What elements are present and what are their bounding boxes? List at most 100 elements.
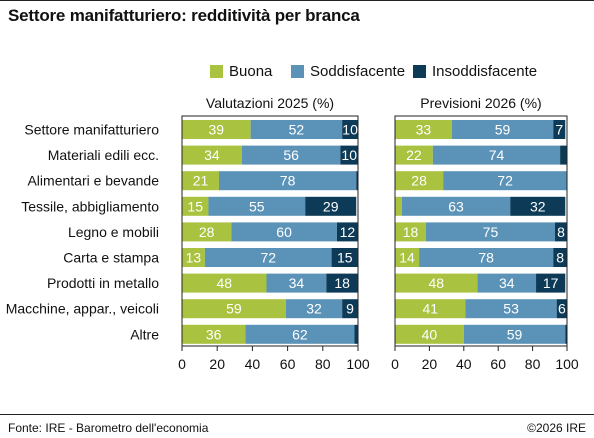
data-label-2026-altre-buona: 40 xyxy=(422,326,438,342)
bar-2026-settore-manifatturiero-buona xyxy=(395,120,452,139)
bar-2026-altre-insoddisfacente xyxy=(565,324,567,344)
copyright-note: ©2026 IRE xyxy=(527,421,586,435)
data-label-2025-settore-manifatturiero-buona: 39 xyxy=(209,122,225,138)
data-label-2026-settore-manifatturiero-insoddisfacente: 7 xyxy=(555,122,563,138)
data-label-2026-carta-e-stampa-soddisfacente: 78 xyxy=(478,250,494,266)
bar-2025-prodotti-in-metallo-insoddisfacente xyxy=(326,273,358,293)
bar-2025-alimentari-e-bevande-buona xyxy=(182,171,219,191)
bar-2026-carta-e-stampa-soddisfacente xyxy=(419,248,554,267)
data-label-2025-materiali-edili-ecc-insoddisfacente: 10 xyxy=(341,147,357,163)
data-label-2025-carta-e-stampa-insoddisfacente: 15 xyxy=(337,250,353,266)
legend-item-buona: Buona xyxy=(210,63,272,80)
bar-2025-settore-manifatturiero-buona xyxy=(182,120,251,139)
bar-2025-altre-insoddisfacente xyxy=(354,324,358,344)
bar-2026-carta-e-stampa-insoddisfacente xyxy=(553,248,567,267)
x-tick-label-2026-100: 100 xyxy=(555,356,579,372)
data-label-2025-legno-e-mobili-soddisfacente: 60 xyxy=(276,224,292,240)
bar-2026-materiali-edili-ecc-buona xyxy=(395,145,433,165)
data-label-2026-legno-e-mobili-insoddisfacente: 8 xyxy=(557,224,565,240)
data-label-2026-macchine-appar-veicoli-soddisfacente: 53 xyxy=(503,301,519,317)
chart-title: Settore manifatturiero: redditività per … xyxy=(8,6,360,25)
bar-2025-settore-manifatturiero-soddisfacente xyxy=(250,120,343,139)
data-label-2025-tessile-abbigliamento-buona: 15 xyxy=(187,198,203,214)
bar-2025-carta-e-stampa-buona xyxy=(182,248,205,267)
bar-2025-alimentari-e-bevande-soddisfacente xyxy=(218,171,357,191)
x-tick-label-2025-40: 40 xyxy=(245,356,261,372)
data-label-2025-prodotti-in-metallo-insoddisfacente: 18 xyxy=(334,275,350,291)
data-label-2026-legno-e-mobili-buona: 18 xyxy=(403,224,419,240)
bar-2026-legno-e-mobili-insoddisfacente xyxy=(554,222,567,242)
stacked-bar-chart: Settore manifatturiero Materiali edili ec… xyxy=(6,115,579,372)
bar-2026-prodotti-in-metallo-insoddisfacente xyxy=(536,273,566,293)
source-note: Fonte: IRE - Barometro dell'economia xyxy=(8,421,209,435)
data-label-2025-altre-soddisfacente: 62 xyxy=(292,326,308,342)
legend-item-insoddisfacente: Insoddisfacente xyxy=(413,63,537,80)
data-label-2025-materiali-edili-ecc-buona: 34 xyxy=(204,147,220,163)
top-rule xyxy=(0,0,594,1)
bar-2026-settore-manifatturiero-soddisfacente xyxy=(451,120,554,139)
data-label-2025-altre-buona: 36 xyxy=(206,326,222,342)
legend-swatch-buona xyxy=(210,65,223,78)
panel-frame-2025 xyxy=(181,115,359,347)
category-label-settore-manifatturiero: Settore manifatturiero xyxy=(24,122,159,138)
x-tick-label-2026-60: 60 xyxy=(490,356,506,372)
bar-2025-macchine-appar-veicoli-insoddisfacente xyxy=(342,299,358,319)
bar-2025-macchine-appar-veicoli-buona xyxy=(182,299,286,319)
data-label-2026-prodotti-in-metallo-buona: 48 xyxy=(428,275,444,291)
category-label-materiali-edili-ecc: Materiali edili ecc. xyxy=(48,147,159,163)
data-label-2026-materiali-edili-ecc-buona: 22 xyxy=(406,147,422,163)
data-label-2025-settore-manifatturiero-soddisfacente: 52 xyxy=(289,122,305,138)
legend: Buona Soddisfacente Insoddisfacente xyxy=(0,63,594,81)
data-label-2026-alimentari-e-bevande-soddisfacente: 72 xyxy=(497,173,513,189)
x-tick-label-2025-0: 0 xyxy=(178,356,186,372)
data-label-2026-settore-manifatturiero-soddisfacente: 59 xyxy=(495,122,511,138)
bar-2025-prodotti-in-metallo-buona xyxy=(182,273,267,293)
data-label-2026-carta-e-stampa-insoddisfacente: 8 xyxy=(556,250,564,266)
legend-label-soddisfacente: Soddisfacente xyxy=(310,63,406,80)
bar-2026-prodotti-in-metallo-soddisfacente xyxy=(477,273,537,293)
category-label-macchine-appar-veicoli: Macchine, appar., veicoli xyxy=(6,301,159,317)
bar-2026-materiali-edili-ecc-soddisfacente xyxy=(432,145,561,165)
category-label-altre: Altre xyxy=(130,326,159,342)
x-tick-label-2026-80: 80 xyxy=(525,356,541,372)
bar-2026-macchine-appar-veicoli-insoddisfacente xyxy=(556,299,567,319)
data-label-2025-prodotti-in-metallo-buona: 48 xyxy=(216,275,232,291)
category-label-prodotti-in-metallo: Prodotti in metallo xyxy=(47,275,159,291)
data-label-2025-macchine-appar-veicoli-soddisfacente: 32 xyxy=(306,301,322,317)
data-label-2025-carta-e-stampa-soddisfacente: 72 xyxy=(260,250,276,266)
category-label-alimentari-e-bevande: Alimentari e bevande xyxy=(27,173,159,189)
bar-2025-legno-e-mobili-insoddisfacente xyxy=(336,222,358,242)
data-label-2025-materiali-edili-ecc-soddisfacente: 56 xyxy=(283,147,299,163)
bar-2026-tessile-abbigliamento-insoddisfacente xyxy=(510,196,566,216)
legend-label-buona: Buona xyxy=(229,63,273,80)
data-label-2025-alimentari-e-bevande-buona: 21 xyxy=(193,173,209,189)
bar-2025-tessile-abbigliamento-insoddisfacente xyxy=(305,196,357,216)
data-label-2025-legno-e-mobili-insoddisfacente: 12 xyxy=(340,224,356,240)
legend-item-soddisfacente: Soddisfacente xyxy=(291,63,405,80)
x-tick-label-2025-80: 80 xyxy=(315,356,331,372)
bar-2026-macchine-appar-veicoli-soddisfacente xyxy=(465,299,557,319)
category-label-carta-e-stampa: Carta e stampa xyxy=(63,250,159,266)
bar-2025-materiali-edili-ecc-insoddisfacente xyxy=(340,145,358,165)
bar-2026-carta-e-stampa-buona xyxy=(395,248,420,267)
bar-2026-legno-e-mobili-buona xyxy=(395,222,426,242)
x-tick-label-2026-20: 20 xyxy=(422,356,438,372)
x-tick-label-2026-40: 40 xyxy=(456,356,472,372)
bar-2025-carta-e-stampa-insoddisfacente xyxy=(331,248,358,267)
data-label-2026-carta-e-stampa-buona: 14 xyxy=(399,250,415,266)
bar-2025-alimentari-e-bevande-insoddisfacente xyxy=(356,171,358,191)
data-label-2025-prodotti-in-metallo-soddisfacente: 34 xyxy=(289,275,305,291)
bar-2026-altre-buona xyxy=(395,324,464,344)
legend-swatch-insoddisfacente xyxy=(413,65,426,78)
bar-2026-alimentari-e-bevande-soddisfacente xyxy=(443,171,567,191)
data-label-2026-prodotti-in-metallo-insoddisfacente: 17 xyxy=(543,275,559,291)
data-label-2025-alimentari-e-bevande-soddisfacente: 78 xyxy=(280,173,296,189)
bar-2025-tessile-abbigliamento-buona xyxy=(182,196,209,216)
legend-swatch-soddisfacente xyxy=(291,65,304,78)
bar-2025-settore-manifatturiero-insoddisfacente xyxy=(342,120,358,139)
data-label-2025-legno-e-mobili-buona: 28 xyxy=(199,224,215,240)
x-tick-label-2025-100: 100 xyxy=(346,356,370,372)
bar-2025-macchine-appar-veicoli-soddisfacente xyxy=(285,299,343,319)
data-label-2026-alimentari-e-bevande-buona: 28 xyxy=(411,173,427,189)
data-label-2026-settore-manifatturiero-buona: 33 xyxy=(416,122,432,138)
